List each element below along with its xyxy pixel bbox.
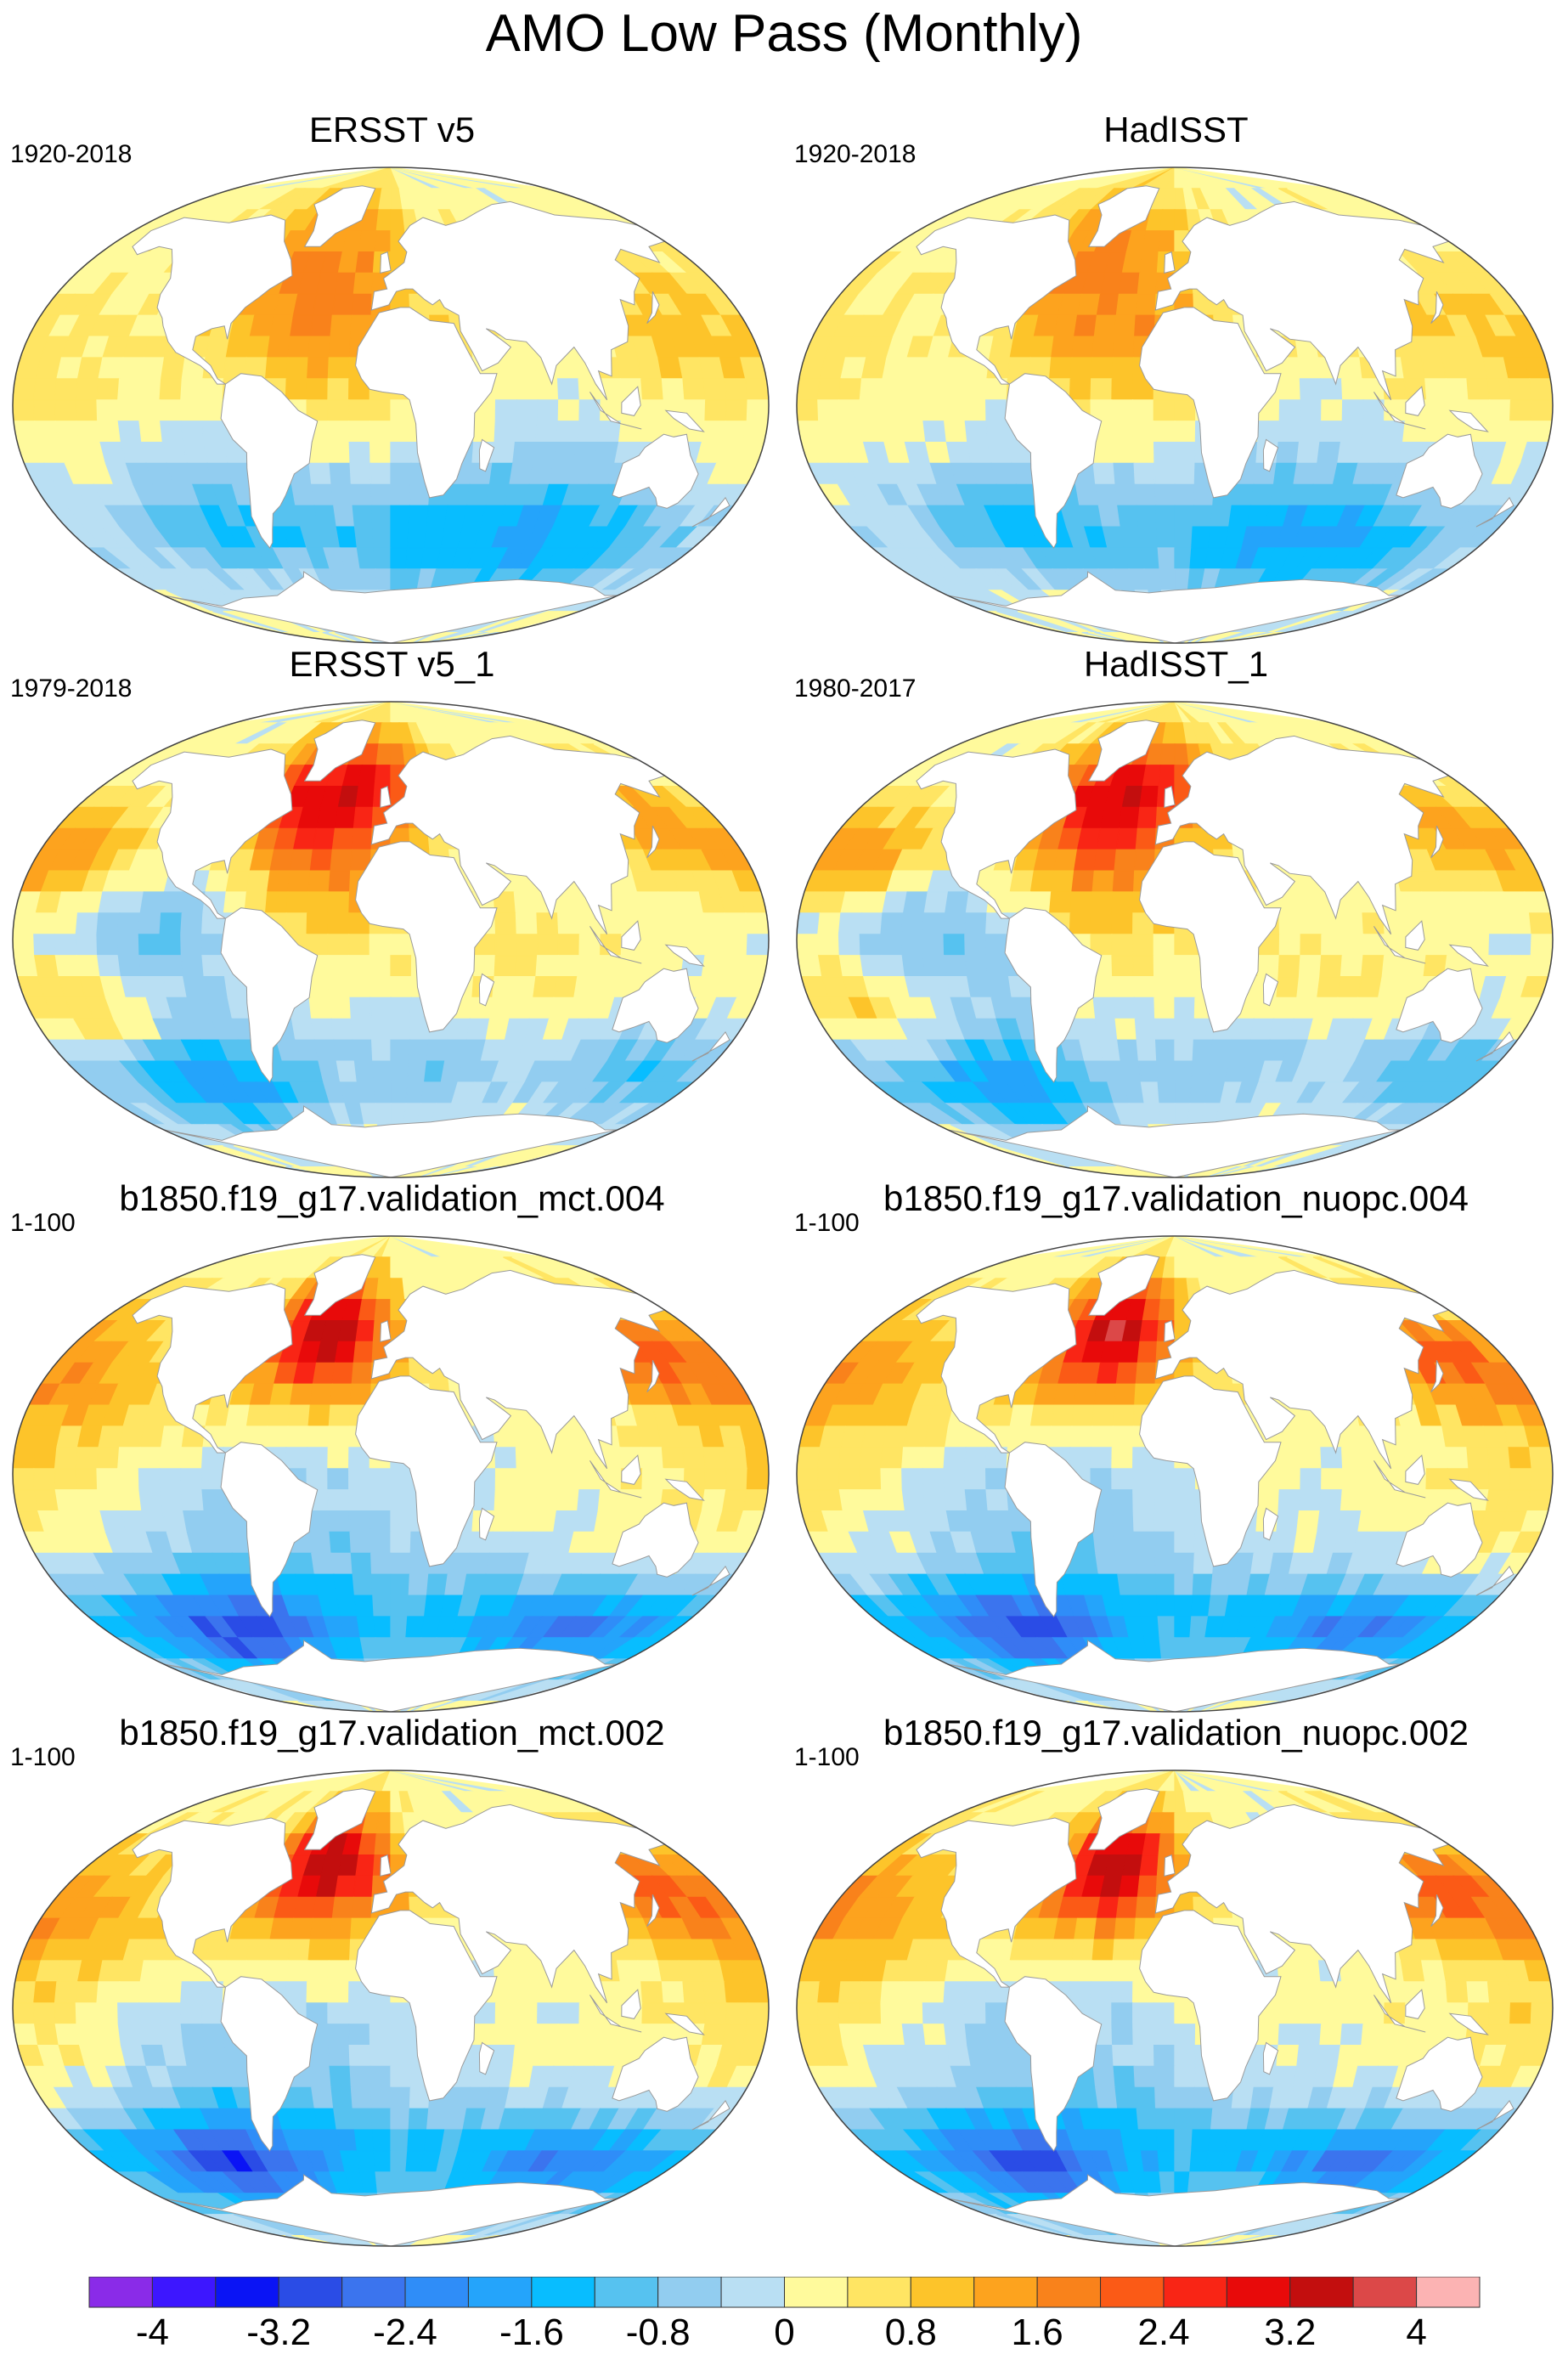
world-map: [796, 701, 1554, 1178]
colorbar-swatch: [467, 2277, 533, 2308]
colorbar-swatch: [151, 2277, 217, 2308]
colorbar-swatch: [1352, 2277, 1418, 2308]
colorbar-tick-label: 4: [1406, 2312, 1427, 2353]
colorbar-swatch: [215, 2277, 279, 2308]
colorbar: [88, 2277, 1481, 2308]
world-map: [12, 1770, 770, 2247]
colorbar-tick-label: 0.8: [884, 2312, 937, 2353]
colorbar-swatch: [910, 2277, 975, 2308]
colorbar-swatch: [1163, 2277, 1227, 2308]
colorbar-swatch: [1100, 2277, 1165, 2308]
world-map: [12, 1235, 770, 1713]
panel-period: 1980-2017: [794, 675, 917, 703]
panel-period: 1-100: [10, 1209, 76, 1237]
world-map: [796, 1770, 1554, 2247]
map-panel-hadisst: HadISST 1920-2018: [784, 109, 1568, 652]
panel-period: 1920-2018: [10, 140, 133, 168]
panel-title: b1850.f19_g17.validation_nuopc.002: [883, 1713, 1469, 1753]
colorbar-swatch: [341, 2277, 406, 2308]
panel-title: HadISST_1: [1083, 644, 1269, 684]
colorbar-swatch: [88, 2277, 153, 2308]
world-map: [12, 701, 770, 1178]
panel-period: 1-100: [10, 1743, 76, 1771]
colorbar-swatch: [784, 2277, 849, 2308]
colorbar-tick-label: 3.2: [1264, 2312, 1317, 2353]
panel-title: ERSST v5: [308, 110, 476, 150]
map-panel-ersst: ERSST v5 1920-2018: [0, 109, 784, 652]
colorbar-swatch: [531, 2277, 595, 2308]
colorbar-tick-label: -4: [135, 2312, 169, 2353]
panel-period: 1-100: [794, 1743, 860, 1771]
colorbar-tick-label: -1.6: [499, 2312, 564, 2353]
colorbar-swatch: [1416, 2277, 1481, 2308]
colorbar-swatch: [594, 2277, 659, 2308]
colorbar-tick-label: -3.2: [246, 2312, 312, 2353]
panel-period: 1920-2018: [794, 140, 917, 168]
panel-period: 1-100: [794, 1209, 860, 1237]
world-map: [796, 167, 1554, 644]
panel-title: b1850.f19_g17.validation_nuopc.004: [883, 1178, 1469, 1218]
world-map: [796, 1235, 1554, 1713]
world-map: [12, 167, 770, 644]
colorbar-swatch: [657, 2277, 722, 2308]
panel-title: HadISST: [1103, 110, 1249, 150]
colorbar-tick-label: 2.4: [1137, 2312, 1190, 2353]
colorbar-tick-label: -0.8: [625, 2312, 691, 2353]
colorbar-swatch: [1036, 2277, 1102, 2308]
colorbar-swatch: [847, 2277, 911, 2308]
colorbar-tick-label: 0: [774, 2312, 795, 2353]
panel-title: ERSST v5_1: [289, 644, 495, 684]
panel-period: 1979-2018: [10, 675, 133, 703]
map-panel-nuopc-002: b1850.f19_g17.validation_nuopc.002 1-100: [784, 1712, 1568, 2255]
map-panel-mct-004: b1850.f19_g17.validation_mct.004 1-100: [0, 1177, 784, 1721]
colorbar-swatch: [973, 2277, 1038, 2308]
map-panel-nuopc-004: b1850.f19_g17.validation_nuopc.004 1-100: [784, 1177, 1568, 1721]
colorbar-swatch: [720, 2277, 786, 2308]
map-panel-hadisst-1: HadISST_1 1980-2017: [784, 643, 1568, 1187]
panel-title: b1850.f19_g17.validation_mct.002: [119, 1713, 665, 1753]
colorbar-swatch: [1226, 2277, 1291, 2308]
colorbar-swatch: [1289, 2277, 1354, 2308]
colorbar-tick-label: 1.6: [1011, 2312, 1063, 2353]
panel-title: b1850.f19_g17.validation_mct.004: [119, 1178, 665, 1218]
map-panel-mct-002: b1850.f19_g17.validation_mct.002 1-100: [0, 1712, 784, 2255]
colorbar-tick-label: -2.4: [373, 2312, 437, 2353]
colorbar-swatch: [404, 2277, 469, 2308]
map-panel-ersst-1: ERSST v5_1 1979-2018: [0, 643, 784, 1187]
figure-title: AMO Low Pass (Monthly): [485, 4, 1083, 63]
colorbar-swatch: [278, 2277, 343, 2308]
